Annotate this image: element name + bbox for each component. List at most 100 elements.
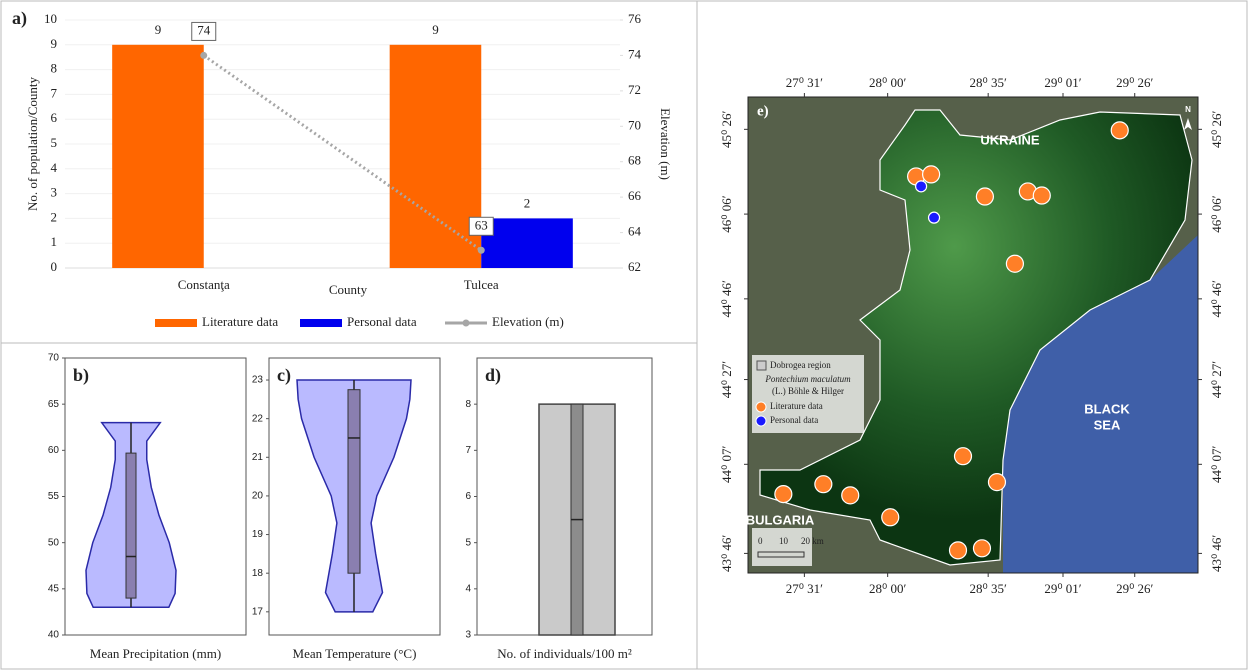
map-point (976, 188, 993, 205)
y-tick-label: 0 (51, 259, 58, 274)
map-point (1111, 122, 1128, 139)
map-point (950, 542, 967, 559)
x-tick-label: 29⁰ 01′ (1044, 581, 1081, 596)
bar (390, 45, 482, 268)
y-tick-label: 43⁰ 46′ (1209, 535, 1224, 572)
y-tick-label: 4 (465, 583, 471, 594)
x-tick-label: Tulcea (464, 277, 499, 292)
y-tick-label: 18 (252, 568, 264, 579)
data-label: 9 (155, 22, 162, 37)
y-tick-label: 43⁰ 46′ (719, 535, 734, 572)
scale-box (752, 528, 812, 566)
y-tick-label: 10 (44, 11, 57, 26)
y-tick-label: 46⁰ 06′ (719, 195, 734, 232)
y-axis-title: No. of population/County (25, 77, 40, 211)
figure: Dobrogea region Pontechium maculatum (L.… (0, 0, 1248, 670)
y2-tick-label: 72 (628, 82, 641, 97)
y-tick-label: 70 (48, 353, 60, 364)
legend-swatch (300, 319, 342, 327)
map-point (916, 181, 927, 192)
y-tick-label: 6 (51, 110, 58, 125)
y2-tick-label: 68 (628, 153, 641, 168)
region-swatch (757, 361, 766, 370)
x-tick-label: 29⁰ 01′ (1044, 75, 1081, 90)
data-label: 2 (524, 195, 531, 210)
map-point (842, 487, 859, 504)
x-tick-label: 28⁰ 00′ (869, 581, 906, 596)
geo-label: SEA (1094, 417, 1121, 432)
y-tick-label: 44⁰ 07′ (1209, 446, 1224, 483)
map-point (973, 540, 990, 557)
y2-axis-title: Elevation (m) (658, 108, 673, 180)
x-tick-label: 28⁰ 00′ (869, 75, 906, 90)
y-tick-label: 44⁰ 27′ (719, 361, 734, 398)
y-tick-label: 17 (252, 606, 264, 617)
y-tick-label: 60 (48, 445, 60, 456)
y-tick-label: 19 (252, 529, 264, 540)
y-tick-label: 7 (465, 445, 471, 456)
panel-label: a) (12, 8, 27, 29)
panel-label: d) (485, 365, 501, 386)
legend-label: Dobrogea region (770, 360, 831, 370)
x-tick-label: 28⁰ 35′ (970, 581, 1007, 596)
geo-label: BULGARIA (746, 512, 815, 527)
y-tick-label: 45⁰ 26′ (1209, 111, 1224, 148)
y-tick-label: 7 (51, 85, 58, 100)
map-point (923, 166, 940, 183)
y-tick-label: 3 (465, 630, 471, 641)
y-tick-label: 22 (252, 413, 264, 424)
legend-swatch (155, 319, 197, 327)
map-point (955, 448, 972, 465)
y-tick-label: 44⁰ 27′ (1209, 361, 1224, 398)
y-tick-label: 4 (51, 160, 58, 175)
data-label: 74 (197, 22, 211, 37)
y-tick-label: 21 (252, 452, 264, 463)
x-tick-label: 27⁰ 31′ (786, 75, 823, 90)
y-tick-label: 40 (48, 630, 60, 641)
x-axis-title: Mean Temperature (°C) (293, 646, 417, 661)
map-point (815, 476, 832, 493)
x-tick-label: 29⁰ 26′ (1116, 581, 1153, 596)
y-tick-label: 8 (465, 399, 471, 410)
y-tick-label: 8 (51, 61, 58, 76)
x-axis-title: County (329, 282, 368, 297)
panel-label: e) (757, 103, 769, 119)
line-marker (200, 52, 207, 59)
y2-tick-label: 76 (628, 11, 642, 26)
y-tick-label: 2 (51, 209, 58, 224)
y-tick-label: 5 (51, 135, 58, 150)
x-tick-label: Constanţa (178, 277, 230, 292)
y-tick-label: 5 (465, 537, 471, 548)
y-tick-label: 45 (48, 583, 60, 594)
map-point (1033, 187, 1050, 204)
legend-label: (L.) Böhle & Hilger (772, 386, 844, 396)
x-axis-title: Mean Precipitation (mm) (90, 646, 221, 661)
panel-label: b) (73, 365, 89, 386)
legend-label: Personal data (770, 415, 818, 425)
y-tick-label: 20 (252, 491, 264, 502)
scale-label: 0 (758, 536, 763, 546)
legend-swatch (463, 320, 470, 327)
y-tick-label: 3 (51, 185, 58, 200)
legend-label: Literature data (202, 314, 278, 329)
legend-label: Literature data (770, 401, 823, 411)
y2-tick-label: 66 (628, 188, 642, 203)
y-tick-label: 50 (48, 537, 60, 548)
line-marker (478, 247, 485, 254)
y2-tick-label: 64 (628, 224, 642, 239)
bar (481, 218, 573, 268)
y2-tick-label: 74 (628, 46, 642, 61)
panel-label: c) (277, 365, 291, 386)
map-point (882, 509, 899, 526)
geo-label: UKRAINE (980, 132, 1040, 147)
legend-swatch (756, 416, 766, 426)
legend-label: Pontechium maculatum (764, 374, 851, 384)
x-axis-title: No. of individuals/100 m² (497, 646, 632, 661)
y-tick-label: 46⁰ 06′ (1209, 195, 1224, 232)
map-point (1006, 255, 1023, 272)
x-tick-label: 27⁰ 31′ (786, 581, 823, 596)
legend-swatch (756, 402, 766, 412)
y-tick-label: 45⁰ 26′ (719, 111, 734, 148)
bar (112, 45, 204, 268)
y-tick-label: 44⁰ 07′ (719, 446, 734, 483)
